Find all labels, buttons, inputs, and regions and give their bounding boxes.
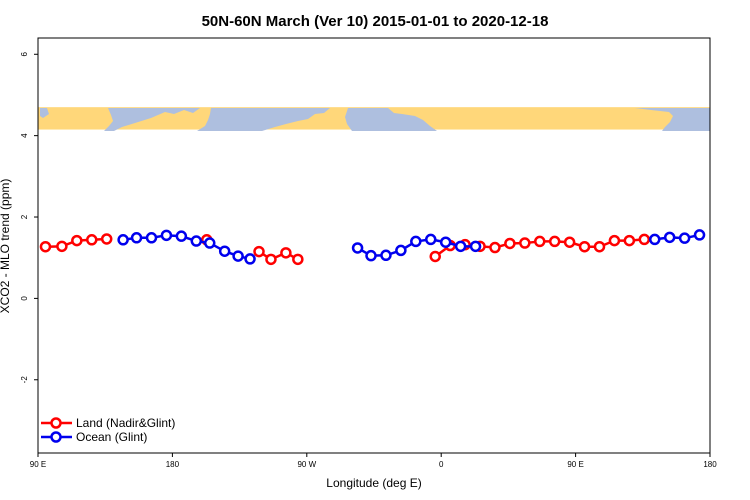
x-tick-label-5: 180 (703, 460, 717, 469)
map-band-ocean-shape-2 (197, 108, 330, 131)
x-tick-label-0: 90 E (30, 460, 46, 469)
series-0-point-3-5 (504, 237, 516, 250)
series-1-point-0-9 (244, 253, 256, 265)
series-0-point-2-2 (280, 247, 292, 259)
series-0-point-3-8 (548, 235, 561, 248)
x-axis: 90 E 180 90 W 0 90 E 180 (30, 453, 717, 469)
chart-title: 50N-60N March (Ver 10) 2015-01-01 to 202… (202, 13, 549, 30)
series-0-point-0-1 (56, 240, 68, 253)
series-0-point-3-12 (608, 234, 621, 247)
series-1-point-1-7 (454, 240, 467, 253)
map-band-ocean-shape-1 (104, 108, 200, 131)
series-0-point-2-1 (265, 253, 277, 266)
legend-ocean-marker (50, 431, 62, 443)
series-1-point-2-3 (693, 229, 706, 241)
plot-frame (37, 37, 711, 454)
series-1-point-1-2 (380, 249, 392, 262)
series-1-point-0-6 (203, 237, 216, 249)
x-tick-label-4: 90 E (567, 460, 583, 469)
series-0-point-0-4 (100, 233, 113, 245)
series-0-point-3-7 (534, 235, 546, 248)
series-1-point-0-1 (130, 232, 143, 244)
x-tick-label-1: 180 (166, 460, 180, 469)
legend: Land (Nadir&Glint) Ocean (Glint) (41, 416, 175, 444)
x-axis-label: Longitude (deg E) (326, 476, 421, 490)
y-tick-label-4: 6 (20, 52, 29, 57)
series-1-point-0-3 (160, 229, 173, 242)
series-0-point-3-0 (429, 250, 441, 263)
series-0-point-3-13 (623, 234, 636, 247)
series-0-point-3-6 (519, 237, 531, 249)
y-tick-label-3: 4 (20, 133, 29, 138)
legend-ocean-label: Ocean (Glint) (76, 430, 147, 444)
series-1-point-0-4 (175, 230, 188, 242)
y-axis-label: XCO2 - MLO trend (ppm) (0, 179, 12, 314)
series-0-point-3-4 (489, 241, 501, 254)
y-tick-label-2: 2 (20, 214, 29, 219)
series-0-point-3-9 (563, 236, 576, 248)
series-1-point-2-0 (648, 233, 661, 246)
series-0-point-0-0 (39, 240, 52, 253)
series-1-point-0-5 (190, 235, 203, 247)
series-1-point-0-8 (232, 250, 244, 262)
series-1-point-2-1 (663, 231, 676, 244)
series-0-point-0-2 (71, 234, 83, 247)
series-1-point-1-1 (365, 249, 377, 262)
series-1-point-1-3 (395, 244, 407, 257)
map-band (38, 107, 710, 131)
x-tick-label-3: 0 (439, 460, 444, 469)
series-1 (117, 229, 706, 265)
map-band-ocean-shape-3 (345, 108, 437, 131)
series-1-point-1-5 (424, 233, 437, 246)
series-0-point-3-14 (638, 233, 651, 246)
series-1-point-0-2 (145, 232, 158, 244)
series-1-point-1-8 (469, 240, 482, 253)
series-0-point-3-10 (578, 240, 591, 253)
series-layer (39, 229, 706, 266)
series-1-point-2-2 (678, 232, 691, 244)
y-tick-label-0: -2 (20, 376, 29, 384)
y-axis: -2 0 2 4 6 (20, 52, 38, 384)
series-0-point-2-0 (253, 245, 265, 258)
legend-land-label: Land (Nadir&Glint) (76, 416, 175, 430)
series-1-line-2 (654, 233, 700, 241)
series-0-point-0-3 (86, 234, 98, 246)
series-1-point-1-0 (351, 242, 364, 254)
series-0-point-3-11 (593, 240, 606, 253)
series-1-point-1-6 (439, 236, 452, 248)
series-0-point-2-3 (292, 253, 304, 266)
map-band-ocean-shape-5 (40, 108, 49, 118)
x-tick-label-2: 90 W (297, 460, 316, 469)
series-1-point-1-4 (410, 235, 422, 248)
series-1-point-0-0 (117, 234, 129, 246)
series-1-line-0 (122, 234, 251, 261)
series-0-line-2 (258, 250, 299, 261)
legend-land-marker (50, 417, 62, 429)
map-band-ocean-shape-4 (635, 108, 710, 131)
y-tick-label-1: 0 (20, 296, 29, 301)
series-1-point-0-7 (218, 245, 231, 257)
